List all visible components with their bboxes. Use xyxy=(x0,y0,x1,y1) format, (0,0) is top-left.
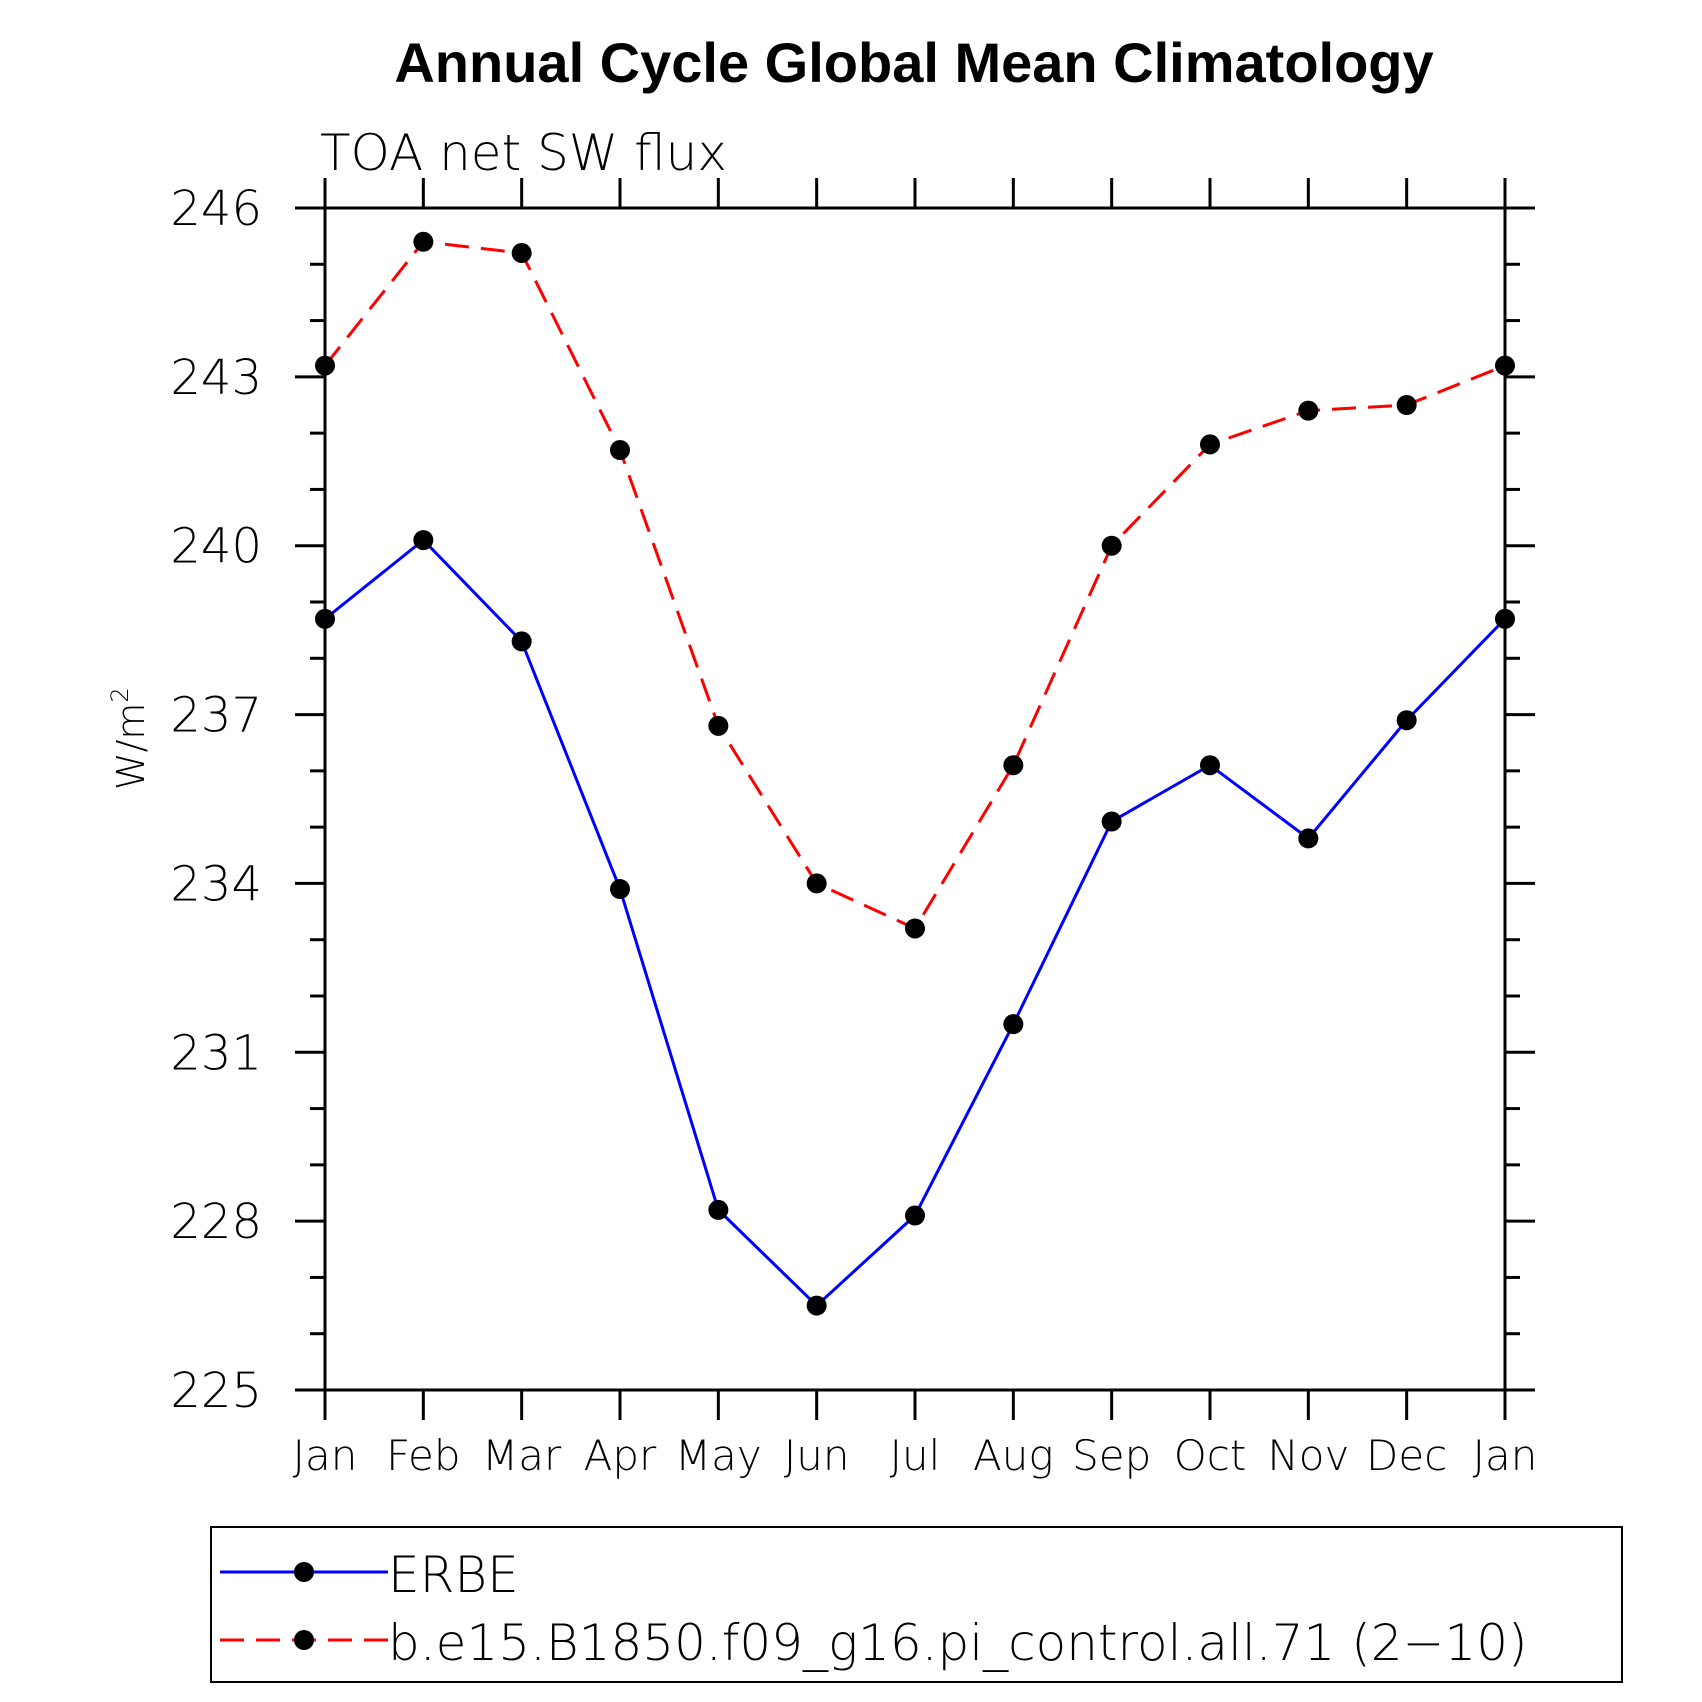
series-0-point xyxy=(413,530,434,551)
y-tick-label: 225 xyxy=(170,1363,262,1419)
x-tick-label: Jul xyxy=(890,1431,941,1480)
series-0-point xyxy=(1495,608,1515,629)
series-1-point xyxy=(905,918,925,939)
legend: ERBE b.e15.B1850.f09_g16.pi_control.all.… xyxy=(210,1526,1623,1683)
legend-label-erbe: ERBE xyxy=(388,1546,519,1604)
series-0-point xyxy=(1298,828,1319,849)
series-1-point xyxy=(511,243,532,264)
x-tick-label: Feb xyxy=(386,1431,460,1480)
legend-box xyxy=(210,1526,1623,1683)
series-0-point xyxy=(1200,755,1220,776)
chart-title: Annual Cycle Global Mean Climatology xyxy=(394,31,1433,94)
series-1-point xyxy=(708,715,729,736)
x-tick-label: May xyxy=(675,1431,762,1480)
x-tick-label: Aug xyxy=(973,1431,1054,1480)
series-1-point xyxy=(1495,355,1515,376)
x-tick-label: Oct xyxy=(1174,1431,1247,1480)
x-tick-label: Dec xyxy=(1366,1431,1447,1480)
series-1-point xyxy=(1003,755,1024,776)
series-layer xyxy=(315,231,1515,1316)
series-1-point xyxy=(1298,400,1319,421)
series-0-point xyxy=(905,1205,925,1226)
series-0-point xyxy=(610,879,630,900)
y-tick-label: 243 xyxy=(170,350,262,406)
y-tick-label: 246 xyxy=(170,181,262,237)
series-0-point xyxy=(1101,811,1122,832)
series-0-point xyxy=(708,1199,729,1220)
y-tick-label: 237 xyxy=(170,688,262,744)
x-tick-label: Nov xyxy=(1267,1431,1349,1480)
series-0-point xyxy=(511,631,532,652)
series-0-point xyxy=(1396,710,1417,731)
series-line-1 xyxy=(323,240,1506,931)
y-tick-label: 240 xyxy=(170,519,262,575)
legend-marker-model xyxy=(294,1630,314,1650)
axes: 246 243 240 237 234 231 228 225 Jan Feb Mar Apr May J… xyxy=(170,178,1537,1480)
series-1-point xyxy=(315,355,335,376)
y-axis-label: W/m2 xyxy=(106,687,153,790)
y-tick-label: 231 xyxy=(170,1025,262,1081)
y-axis-label-superscript: 2 xyxy=(106,687,134,702)
series-0-point xyxy=(315,608,335,629)
legend-marker-erbe xyxy=(294,1562,314,1582)
series-1-point xyxy=(413,231,434,252)
legend-label-model: b.e15.B1850.f09_g16.pi_control.all.71 (2… xyxy=(388,1614,1528,1672)
series-0-point xyxy=(1003,1014,1024,1035)
series-1-point xyxy=(1396,395,1417,415)
x-tick-label: Jan xyxy=(293,1431,358,1480)
x-tick-label: Jan xyxy=(1473,1431,1538,1480)
x-tick-label: Apr xyxy=(584,1431,657,1480)
y-tick-label: 228 xyxy=(170,1194,262,1250)
series-0-point xyxy=(806,1295,827,1316)
series-1-point xyxy=(1200,434,1220,455)
x-tick-label: Sep xyxy=(1072,1431,1151,1480)
series-1-point xyxy=(1101,535,1122,556)
chart-subtitle: TOA net SW flux xyxy=(320,124,727,182)
series-1-point xyxy=(806,873,827,894)
y-axis-label-unit: W/m xyxy=(109,703,153,790)
x-tick-label: Jun xyxy=(784,1431,850,1480)
series-1-point xyxy=(610,440,630,461)
y-tick-label: 234 xyxy=(170,856,262,912)
x-tick-label: Mar xyxy=(482,1431,562,1480)
